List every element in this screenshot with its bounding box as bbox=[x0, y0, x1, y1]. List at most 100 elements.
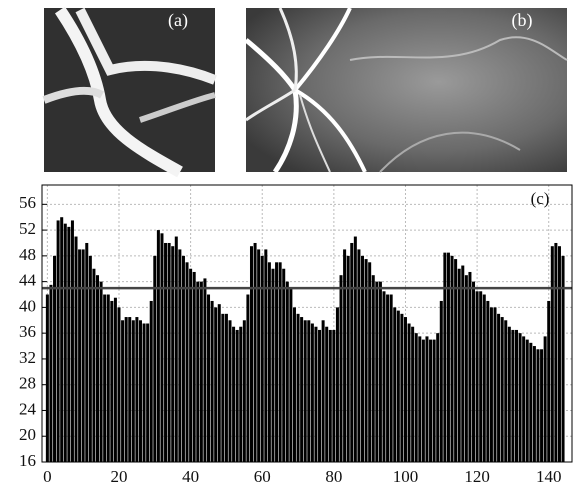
x-tick-label: 80 bbox=[325, 467, 342, 486]
y-tick-label: 40 bbox=[19, 296, 36, 315]
y-tick-label: 52 bbox=[19, 219, 36, 238]
bar bbox=[96, 275, 99, 462]
bar bbox=[307, 320, 310, 462]
bar bbox=[254, 243, 257, 462]
bar bbox=[504, 320, 507, 462]
bar bbox=[196, 282, 199, 462]
bar bbox=[75, 237, 78, 462]
bar bbox=[472, 282, 475, 462]
bar bbox=[49, 285, 52, 462]
bar bbox=[336, 307, 339, 462]
bar bbox=[314, 327, 317, 462]
x-tick-label: 120 bbox=[464, 467, 490, 486]
bar bbox=[443, 253, 446, 462]
bar bbox=[436, 333, 439, 462]
bar bbox=[329, 330, 332, 462]
x-tick-label: 100 bbox=[393, 467, 419, 486]
bar bbox=[415, 333, 418, 462]
figure: (a) (b) 16202428323640444852560204060801… bbox=[0, 0, 574, 492]
bar bbox=[67, 227, 70, 462]
bar bbox=[261, 256, 264, 462]
bar bbox=[454, 259, 457, 462]
bar bbox=[554, 243, 557, 462]
y-tick-label: 16 bbox=[19, 451, 36, 470]
bar bbox=[146, 324, 149, 463]
x-tick-label: 140 bbox=[536, 467, 562, 486]
bar bbox=[110, 301, 113, 462]
bar bbox=[490, 307, 493, 462]
bar bbox=[465, 275, 468, 462]
bar bbox=[178, 249, 181, 462]
bar bbox=[540, 349, 543, 462]
bar bbox=[458, 269, 461, 462]
bar bbox=[121, 320, 124, 462]
bar bbox=[468, 272, 471, 462]
bar bbox=[232, 327, 235, 462]
panel-label: (b) bbox=[512, 10, 533, 31]
y-tick-label: 32 bbox=[19, 348, 36, 367]
bar bbox=[157, 230, 160, 462]
bar bbox=[100, 282, 103, 462]
bar bbox=[229, 320, 232, 462]
bar bbox=[433, 340, 436, 462]
y-tick-label: 48 bbox=[19, 245, 36, 264]
bar bbox=[211, 301, 214, 462]
image-b: (b) bbox=[246, 8, 567, 172]
bar bbox=[286, 282, 289, 462]
bar bbox=[372, 275, 375, 462]
y-tick-label: 28 bbox=[19, 374, 36, 393]
bar bbox=[483, 295, 486, 462]
bar bbox=[186, 262, 189, 462]
bar bbox=[547, 301, 550, 462]
bar bbox=[264, 249, 267, 462]
bar bbox=[46, 295, 49, 462]
bar bbox=[282, 269, 285, 462]
bar bbox=[515, 330, 518, 462]
bar bbox=[379, 282, 382, 462]
bar bbox=[132, 320, 135, 462]
bar bbox=[300, 317, 303, 462]
bar bbox=[418, 336, 421, 462]
y-tick-label: 56 bbox=[19, 193, 36, 212]
bar bbox=[171, 246, 174, 462]
bar bbox=[347, 256, 350, 462]
bar bbox=[350, 243, 353, 462]
bar bbox=[279, 262, 282, 462]
bar bbox=[243, 320, 246, 462]
bar bbox=[429, 340, 432, 462]
bar bbox=[239, 327, 242, 462]
bar bbox=[404, 317, 407, 462]
y-tick-label: 24 bbox=[19, 399, 37, 418]
bar bbox=[551, 246, 554, 462]
bar bbox=[164, 243, 167, 462]
x-tick-label: 60 bbox=[254, 467, 271, 486]
bar bbox=[246, 295, 249, 462]
bar bbox=[160, 233, 163, 462]
bar bbox=[139, 320, 142, 462]
bar bbox=[78, 249, 81, 462]
bar bbox=[175, 237, 178, 462]
bar bbox=[511, 330, 514, 462]
x-tick-label: 0 bbox=[43, 467, 52, 486]
bar bbox=[85, 243, 88, 462]
bar bbox=[114, 298, 117, 462]
bar bbox=[128, 317, 131, 462]
bar bbox=[440, 301, 443, 462]
bar bbox=[332, 330, 335, 462]
bar bbox=[400, 314, 403, 462]
bar bbox=[268, 262, 271, 462]
bar bbox=[103, 295, 106, 462]
bar bbox=[343, 249, 346, 462]
bar bbox=[57, 220, 60, 462]
bar bbox=[508, 327, 511, 462]
bar bbox=[422, 340, 425, 462]
bar bbox=[318, 330, 321, 462]
bar bbox=[322, 320, 325, 462]
bar bbox=[476, 291, 479, 462]
bar bbox=[393, 307, 396, 462]
bar bbox=[250, 246, 253, 462]
panel-label: (a) bbox=[168, 10, 188, 31]
bar bbox=[221, 314, 224, 462]
bar bbox=[311, 324, 314, 463]
